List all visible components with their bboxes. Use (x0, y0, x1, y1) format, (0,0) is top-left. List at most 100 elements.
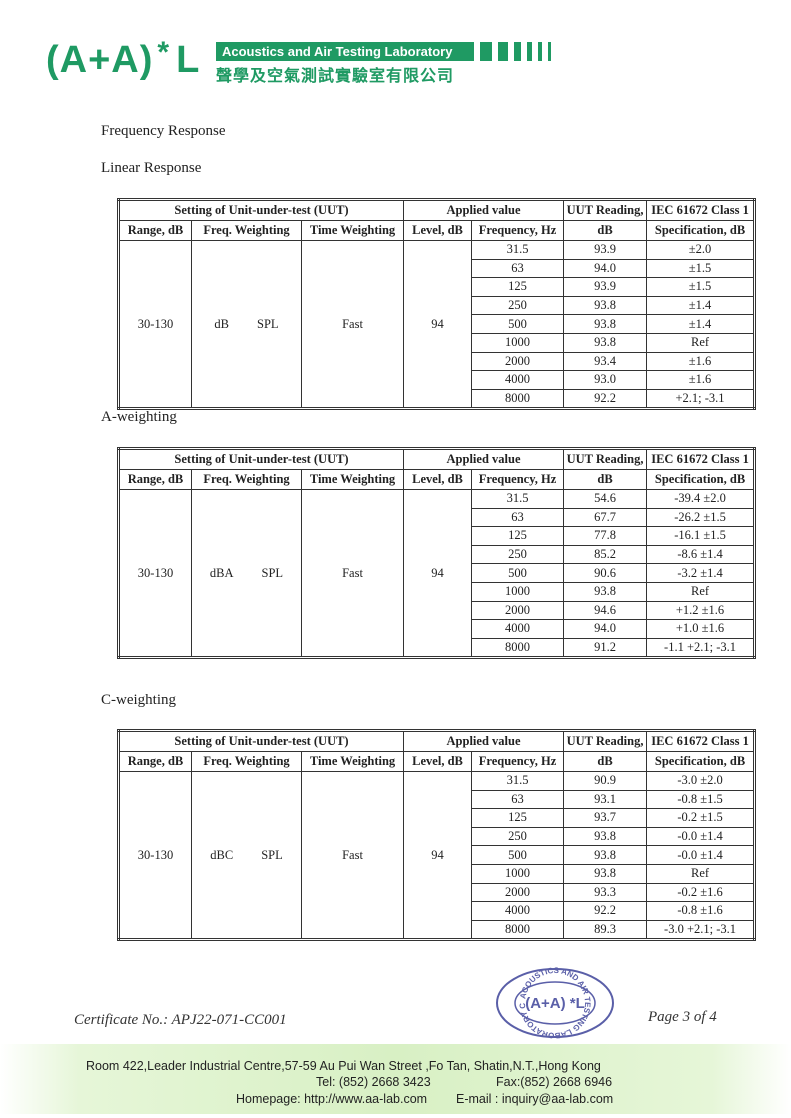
reading-cell: 93.8 (563, 332, 648, 353)
data-row: 8000 91.2 -1.1 +2.1; -3.1 (119, 637, 756, 659)
spec-cell: -16.1 ±1.5 (646, 526, 756, 546)
range-cell: 30-130 (118, 770, 192, 941)
email: E-mail : inquiry@aa-lab.com (456, 1092, 614, 1106)
weighting: dBA (209, 565, 234, 580)
frequency-cell: 500 (471, 563, 565, 583)
frequency-cell: 500 (471, 845, 565, 865)
header-column-cell: Time Weighting (300, 220, 405, 241)
table-body: Setting of Unit-under-test (UUT) Applied … (117, 730, 756, 941)
address: Room 422,Leader Industrial Centre,57-59 … (86, 1059, 601, 1073)
spec-cell: -39.4 ±2.0 (646, 489, 756, 509)
data-row: 4000 94.0 +1.0 ±1.6 (119, 619, 756, 639)
reading-cell: 89.3 (563, 919, 648, 941)
frequency-cell: 1000 (471, 863, 565, 884)
spec-cell: ±1.4 (646, 314, 756, 334)
frequency-cell: 8000 (471, 919, 565, 941)
frequency-cell: 4000 (471, 619, 565, 639)
spec-cell: +1.0 ±1.6 (646, 619, 756, 639)
spec-cell: Ref (646, 863, 756, 884)
frequency-cell: 31.5 (471, 240, 565, 260)
header-column-row: Range, dB Freq. Weighting Time Weighting Le… (118, 469, 756, 490)
reading-cell: 92.2 (563, 388, 648, 410)
spec-cell: ±1.5 (646, 258, 756, 279)
reading-cell: 93.3 (563, 882, 648, 903)
table-body: Setting of Unit-under-test (UUT) Applied … (117, 448, 756, 659)
header-group-cell: Setting of Unit-under-test (UUT) (117, 448, 405, 470)
header-group-cell: Applied value (403, 199, 565, 221)
logo-letter: L (176, 39, 201, 81)
spec-cell: -0.2 ±1.5 (646, 808, 756, 828)
reading-cell: 94.0 (563, 619, 648, 639)
header-group-cell: IEC 61672 Class 1 (646, 448, 756, 470)
data-row: 500 93.8 -0.0 ±1.4 (119, 845, 756, 865)
time-cell: Fast (300, 488, 405, 659)
frequency-cell: 125 (471, 526, 565, 546)
header-column-cell: Freq. Weighting (191, 220, 302, 241)
spec-cell: -0.0 ±1.4 (646, 845, 756, 865)
frequency-cell: 1000 (471, 332, 565, 353)
fax: Fax:(852) 2668 6946 (496, 1075, 613, 1089)
spec-cell: +2.1; -3.1 (646, 388, 756, 410)
logo-star: * (157, 36, 171, 69)
header-column-cell: dB (563, 469, 648, 490)
data-row: 30-130 dB SPL Fast 94 31.5 93.9 ±2.0 (118, 239, 756, 410)
frequency-cell: 4000 (471, 901, 565, 921)
reading-cell: 93.8 (563, 314, 648, 334)
frequency-cell: 8000 (471, 388, 565, 410)
spec-cell: ±1.5 (646, 277, 756, 297)
reading-cell: 93.8 (563, 863, 648, 884)
frequency-cell: 31.5 (471, 771, 565, 791)
spec-cell: ±2.0 (646, 240, 756, 260)
reading-cell: 67.7 (563, 507, 648, 528)
header-group-row: Setting of Unit-under-test (UUT) Applied … (117, 199, 756, 221)
data-row: 125 93.9 ±1.5 (119, 277, 756, 297)
spec-cell: -0.2 ±1.6 (646, 882, 756, 903)
weighting-mode: SPL (257, 316, 279, 331)
level-cell: 94 (403, 488, 473, 659)
header-column-row: Range, dB Freq. Weighting Time Weighting Le… (118, 751, 756, 772)
level-cell: 94 (403, 770, 473, 941)
data-row: 63 94.0 ±1.5 (119, 258, 756, 279)
spec-cell: -3.0 +2.1; -3.1 (646, 919, 756, 941)
header-column-cell: Freq. Weighting (191, 469, 302, 490)
data-table: Setting of Unit-under-test (UUT) Applied … (117, 447, 757, 660)
frequency-cell: 31.5 (471, 489, 565, 509)
section-title: C-weighting (101, 692, 176, 708)
weighting-cell: dBA SPL (191, 488, 302, 659)
data-row: 4000 93.0 ±1.6 (119, 370, 756, 390)
footer-band (0, 1044, 791, 1114)
reading-cell: 93.9 (563, 240, 648, 260)
reading-cell: 93.8 (563, 295, 648, 316)
header-group-cell: Applied value (403, 730, 565, 752)
spec-cell: ±1.6 (646, 370, 756, 390)
spec-cell: -8.6 ±1.4 (646, 544, 756, 565)
homepage: Homepage: http://www.aa-lab.com (236, 1092, 428, 1106)
spec-cell: -1.1 +2.1; -3.1 (646, 637, 756, 659)
header-column-cell: Frequency, Hz (471, 469, 565, 490)
reading-cell: 93.0 (563, 370, 648, 390)
header-column-row: Range, dB Freq. Weighting Time Weighting Le… (118, 220, 756, 241)
data-row: 30-130 dBA SPL Fast 94 31.5 54.6 -39.4 ±2.0 (118, 488, 756, 659)
frequency-cell: 250 (471, 544, 565, 565)
spec-cell: Ref (646, 332, 756, 353)
stamp: ACOUSTICS AND AIR TESTING LABORATORY CO.… (492, 966, 614, 1040)
header-column-cell: Freq. Weighting (191, 751, 302, 772)
spec-cell: -26.2 ±1.5 (646, 507, 756, 528)
certificate-no: Certificate No.: APJ22-071-CC001 (74, 1012, 287, 1028)
frequency-cell: 63 (471, 507, 565, 528)
data-table: Setting of Unit-under-test (UUT) Applied … (117, 198, 757, 411)
logo: (A+A) * L (46, 36, 200, 82)
frequency-cell: 2000 (471, 600, 565, 621)
frequency-cell: 250 (471, 295, 565, 316)
header-column-cell: Frequency, Hz (471, 220, 565, 241)
time-cell: Fast (300, 239, 405, 410)
spec-cell: Ref (646, 581, 756, 602)
data-row: 2000 93.4 ±1.6 (119, 351, 756, 372)
header-group-cell: Setting of Unit-under-test (UUT) (117, 199, 405, 221)
header-column-cell: Level, dB (403, 751, 473, 772)
header-group-cell: UUT Reading, (563, 448, 648, 470)
page-number: Page 3 of 4 (648, 1009, 717, 1025)
range-cell: 30-130 (118, 488, 192, 659)
section-title: Linear Response (101, 160, 202, 176)
